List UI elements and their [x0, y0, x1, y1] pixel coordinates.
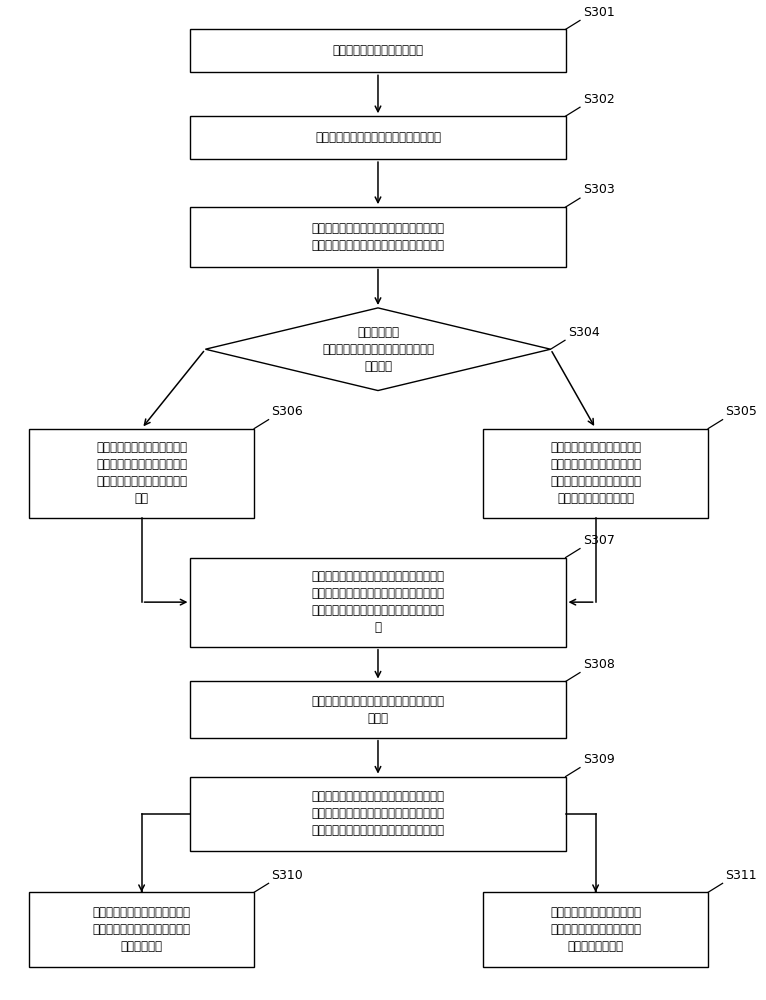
- Text: 若数据文件的特征信息与目标文
件列表中的特征信息不匹配，则
清除数据文件: 若数据文件的特征信息与目标文 件列表中的特征信息不匹配，则 清除数据文件: [93, 906, 191, 953]
- Polygon shape: [205, 308, 551, 391]
- Text: S306: S306: [272, 405, 303, 418]
- Text: 若数据文件的特征信息与目标
文件列表中的特征信息相匹配
，则保留数据文件: 若数据文件的特征信息与目标 文件列表中的特征信息相匹配 ，则保留数据文件: [550, 906, 641, 953]
- FancyBboxPatch shape: [191, 558, 565, 647]
- Text: S305: S305: [725, 405, 758, 418]
- Text: S310: S310: [272, 869, 303, 882]
- FancyBboxPatch shape: [191, 207, 565, 267]
- FancyBboxPatch shape: [191, 777, 565, 851]
- Text: 判断系统使用
的虚拟机是否能够解析虚拟机可执行
程序文件: 判断系统使用 的虚拟机是否能够解析虚拟机可执行 程序文件: [322, 326, 434, 373]
- Text: 当检测到测试结束时，获取缓存的所有数据
文件的特征信息，逐一将各数据文件的特征
信息与目标文件列表中的特征信息进行匹配: 当检测到测试结束时，获取缓存的所有数据 文件的特征信息，逐一将各数据文件的特征 …: [312, 790, 444, 837]
- Text: S307: S307: [583, 534, 615, 547]
- Text: S309: S309: [583, 753, 615, 766]
- Text: 触发测试任务，按照指定的测试脚本进行系
统测试: 触发测试任务，按照指定的测试脚本进行系 统测试: [312, 695, 444, 725]
- Text: S301: S301: [583, 6, 615, 19]
- Text: S302: S302: [583, 93, 615, 106]
- Text: 开机后触发程序安装任务，提取内置的各应
用程序的安装包中的虚拟机可执行程序文件: 开机后触发程序安装任务，提取内置的各应 用程序的安装包中的虚拟机可执行程序文件: [312, 222, 444, 252]
- FancyBboxPatch shape: [191, 29, 565, 72]
- FancyBboxPatch shape: [191, 681, 565, 738]
- Text: 获取各应用程序的安装包的特征信息及各应
用程序的安装包各自对应的目标程序文件的
特征信息，根据特征信息，生成目标文件列
表: 获取各应用程序的安装包的特征信息及各应 用程序的安装包各自对应的目标程序文件的 …: [312, 570, 444, 634]
- FancyBboxPatch shape: [29, 429, 254, 518]
- Text: 接收刷机指令，执行刷机操作: 接收刷机指令，执行刷机操作: [332, 44, 424, 57]
- FancyBboxPatch shape: [483, 892, 709, 967]
- Text: 当检测到刷机操作结束时，重启移动终端: 当检测到刷机操作结束时，重启移动终端: [315, 131, 441, 144]
- FancyBboxPatch shape: [191, 116, 565, 159]
- FancyBboxPatch shape: [29, 892, 254, 967]
- Text: S308: S308: [583, 658, 615, 671]
- Text: S311: S311: [725, 869, 758, 882]
- Text: 若不能够解析，则将虚拟机可
执行程序文件转换为虚拟机能
够解析的对应格式的目标程序
文件，加载目标程序文件: 若不能够解析，则将虚拟机可 执行程序文件转换为虚拟机能 够解析的对应格式的目标程…: [550, 441, 641, 505]
- FancyBboxPatch shape: [483, 429, 709, 518]
- Text: 若能够解析，则将虚拟机可执
行程序文件转换为优化格式的
目标程序文件，加载目标程序
文件: 若能够解析，则将虚拟机可执 行程序文件转换为优化格式的 目标程序文件，加载目标程…: [96, 441, 187, 505]
- Text: S304: S304: [568, 326, 600, 339]
- Text: S303: S303: [583, 183, 615, 196]
